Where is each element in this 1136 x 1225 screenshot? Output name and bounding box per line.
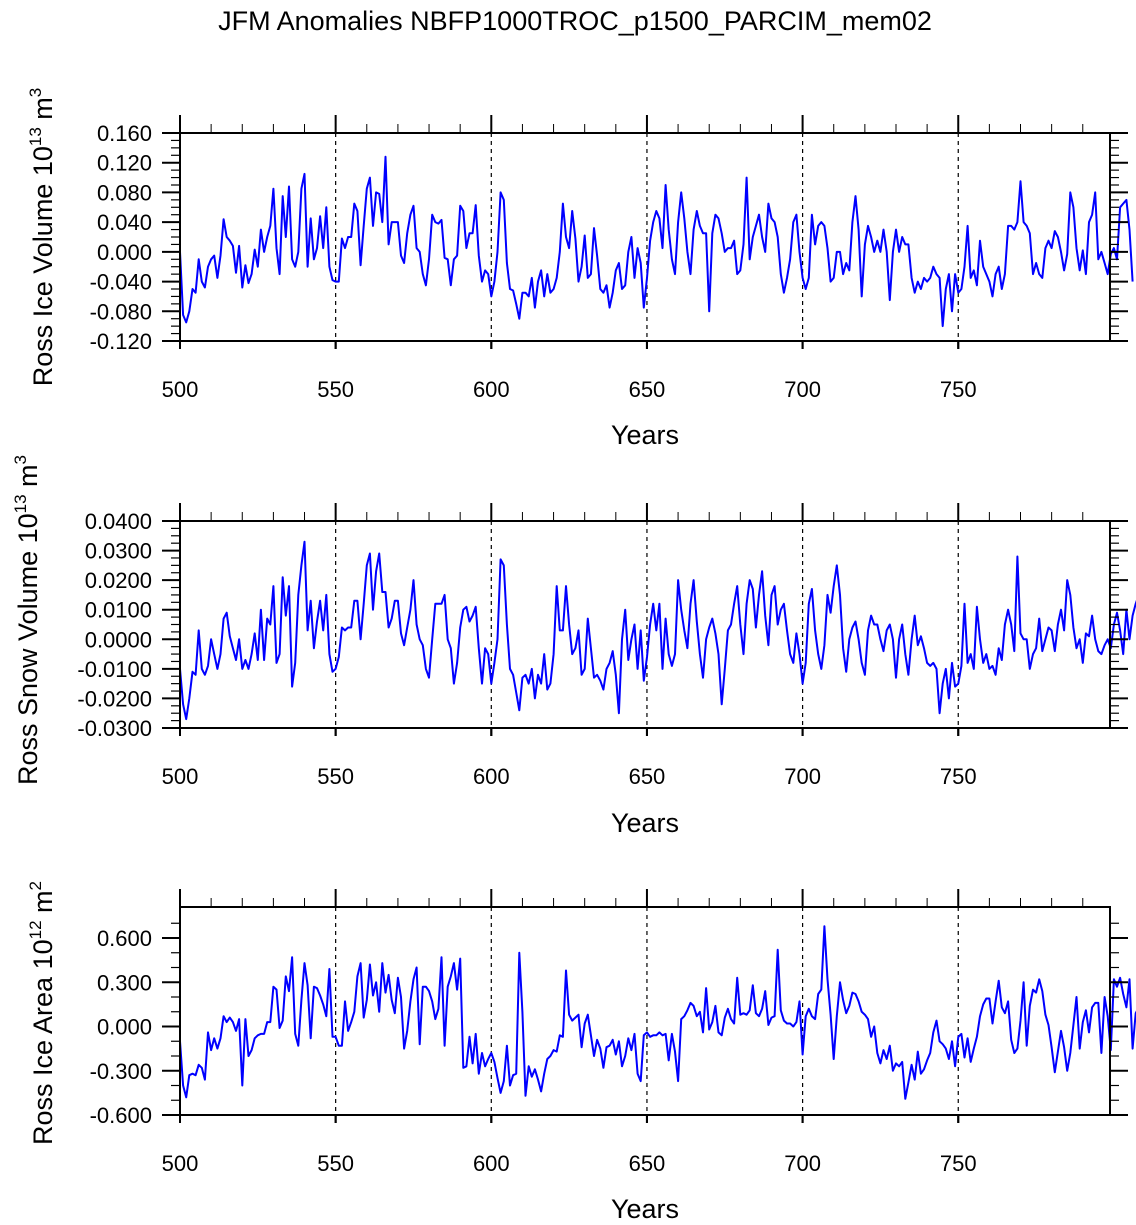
plot-frame [179, 520, 1111, 729]
x-tick-label: 550 [317, 377, 354, 402]
y-tick-label: 0.120 [97, 151, 152, 176]
x-tick-label: 500 [162, 377, 199, 402]
y-tick-label: -0.120 [90, 329, 152, 354]
panel-ross-ice-area: Ross Ice Area 1012 m2 Years 0.600 0.300 0.… [26, 881, 1136, 1224]
y-tick-label: 0.160 [97, 121, 152, 146]
y-axis-label: Ross Ice Volume 1013 m3 [26, 88, 58, 387]
plot-frame [179, 132, 1111, 342]
y-tick-label: -0.300 [90, 1059, 152, 1084]
y-tick-label: 0.0400 [85, 509, 152, 534]
panel-ross-ice-volume: Ross Ice Volume 1013 m3 Years 0.160 0.120… [26, 88, 1134, 450]
x-tick-label: 650 [629, 377, 666, 402]
y-axis-label: Ross Ice Area 1012 m2 [26, 881, 58, 1145]
x-axis-label: Years [611, 808, 679, 838]
y-tick-label: 0.000 [97, 240, 152, 265]
y-tick-label: -0.0100 [77, 657, 152, 682]
panel-ross-snow-volume: Ross Snow Volume 1013 m3 Years 0.0400 0.0… [11, 455, 1136, 838]
x-axis-label: Years [611, 420, 679, 450]
y-tick-label: -0.040 [90, 270, 152, 295]
chart-title: JFM Anomalies NBFP1000TROC_p1500_PARCIM_… [218, 6, 932, 36]
y-axis-label-text: Ross Ice Volume 1013 m3 [26, 88, 58, 387]
x-tick-label: 600 [473, 764, 510, 789]
y-tick-label: -0.0200 [77, 686, 152, 711]
y-axis-label-text: Ross Ice Area 1012 m2 [26, 881, 58, 1145]
x-tick-label: 600 [473, 1151, 510, 1176]
x-axis-label: Years [611, 1194, 679, 1224]
y-tick-label: 0.0300 [85, 539, 152, 564]
y-tick-label: 0.0100 [85, 598, 152, 623]
y-tick-label: 0.0000 [85, 627, 152, 652]
y-tick-label: 0.000 [97, 1015, 152, 1040]
data-series-line [179, 925, 1136, 1100]
y-axis-label-text: Ross Snow Volume 1013 m3 [11, 455, 43, 785]
y-tick-label: 0.040 [97, 210, 152, 235]
x-tick-label: 550 [317, 764, 354, 789]
y-tick-label: 0.300 [97, 970, 152, 995]
x-tick-label: 600 [473, 377, 510, 402]
y-tick-label: 0.600 [97, 926, 152, 951]
x-tick-label: 550 [317, 1151, 354, 1176]
x-tick-label: 700 [784, 1151, 821, 1176]
x-tick-label: 650 [629, 764, 666, 789]
y-tick-label: 0.0200 [85, 568, 152, 593]
x-tick-label: 750 [940, 764, 977, 789]
x-tick-label: 500 [162, 764, 199, 789]
x-tick-label: 650 [629, 1151, 666, 1176]
y-axis-label: Ross Snow Volume 1013 m3 [11, 455, 43, 785]
plot-frame [179, 906, 1111, 1116]
x-tick-label: 500 [162, 1151, 199, 1176]
y-tick-label: -0.080 [90, 299, 152, 324]
x-tick-label: 700 [784, 764, 821, 789]
data-series-line [179, 540, 1136, 721]
y-tick-label: -0.600 [90, 1103, 152, 1128]
x-tick-label: 700 [784, 377, 821, 402]
y-tick-label: -0.0300 [77, 716, 152, 741]
y-tick-label: 0.080 [97, 180, 152, 205]
x-tick-label: 750 [940, 1151, 977, 1176]
data-series-line [179, 155, 1134, 328]
x-tick-label: 750 [940, 377, 977, 402]
